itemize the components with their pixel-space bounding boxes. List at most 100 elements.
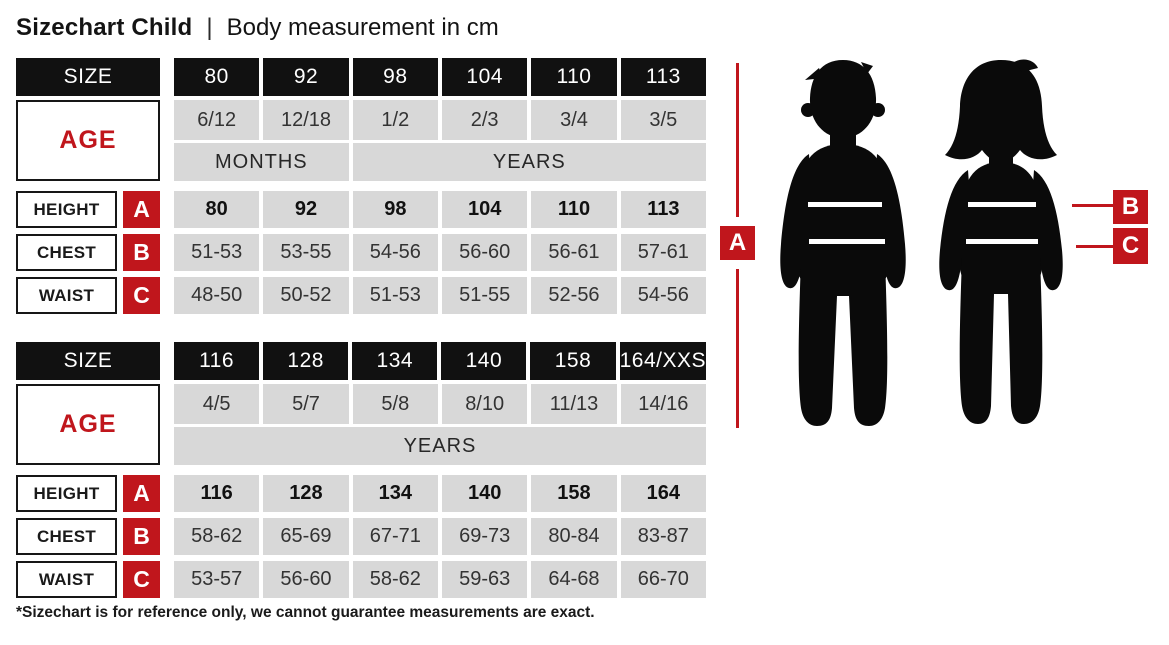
chest-row: CHEST B 58-62 65-69 67-71 69-73 80-84 83…	[16, 518, 706, 555]
size-cell: 92	[263, 58, 349, 96]
waist-cell: 59-63	[442, 561, 528, 598]
size-cell: 134	[352, 342, 438, 380]
size-cell: 164/XXS	[619, 342, 706, 380]
age-cell: 6/12	[174, 100, 260, 140]
height-cell: 164	[620, 475, 706, 512]
figure-marker-a: A	[720, 226, 755, 260]
waist-cell: 64-68	[531, 561, 617, 598]
age-section: AGE 4/5 5/7 5/8 8/10 11/13 14/16 YEARS	[16, 384, 706, 465]
age-cell: 2/3	[442, 100, 528, 140]
size-cell: 113	[620, 58, 706, 96]
waist-cell: 58-62	[352, 561, 438, 598]
title-main: Sizechart Child	[16, 14, 193, 41]
waist-cell: 53-57	[174, 561, 260, 598]
chest-cell: 54-56	[352, 234, 438, 271]
chest-cell: 83-87	[620, 518, 706, 555]
page-title: Sizechart Child | Body measurement in cm	[16, 14, 499, 42]
height-cell: 80	[174, 191, 260, 228]
marker-b-badge: B	[123, 234, 160, 271]
height-cell: 140	[442, 475, 528, 512]
title-separator: |	[206, 14, 213, 41]
waist-cell: 51-55	[442, 277, 528, 314]
height-row: HEIGHT A 80 92 98 104 110 113	[16, 191, 706, 228]
marker-a-badge: A	[123, 475, 160, 512]
age-section: AGE 6/12 12/18 1/2 2/3 3/4 3/5 MONTHS YE…	[16, 100, 706, 181]
disclaimer-text: *Sizechart is for reference only, we can…	[16, 604, 595, 621]
girl-silhouette	[939, 59, 1063, 424]
size-cell: 80	[174, 58, 260, 96]
height-row: HEIGHT A 116 128 134 140 158 164	[16, 475, 706, 512]
sizechart-table-large: SIZE 116 128 134 140 158 164/XXS AGE 4/5…	[16, 342, 706, 598]
waist-cell: 48-50	[174, 277, 260, 314]
height-cell: 158	[531, 475, 617, 512]
age-cell: 3/4	[531, 100, 617, 140]
height-cell: 128	[263, 475, 349, 512]
height-cell: 98	[352, 191, 438, 228]
marker-a-badge: A	[123, 191, 160, 228]
height-label: HEIGHT	[16, 191, 117, 228]
age-cell: 8/10	[442, 384, 528, 424]
size-cell: 140	[441, 342, 527, 380]
size-cell: 98	[352, 58, 438, 96]
chest-measure-line	[1072, 204, 1113, 207]
marker-c-badge: C	[123, 561, 160, 598]
age-label: AGE	[16, 100, 160, 181]
chest-row: CHEST B 51-53 53-55 54-56 56-60 56-61 57…	[16, 234, 706, 271]
chest-cell: 51-53	[174, 234, 260, 271]
chest-cell: 65-69	[263, 518, 349, 555]
chest-label: CHEST	[16, 234, 117, 271]
chest-cell: 58-62	[174, 518, 260, 555]
measurement-figure: A	[715, 54, 1165, 444]
chest-cell: 80-84	[531, 518, 617, 555]
size-cell: 116	[174, 342, 260, 380]
chest-cell: 69-73	[442, 518, 528, 555]
height-cell: 116	[174, 475, 260, 512]
size-cell: 158	[530, 342, 616, 380]
boy-silhouette	[780, 60, 906, 426]
waist-cell: 54-56	[620, 277, 706, 314]
chest-cell: 57-61	[620, 234, 706, 271]
years-unit-cell: YEARS	[352, 143, 706, 181]
chest-cell: 56-61	[531, 234, 617, 271]
sizechart-table-small: SIZE 80 92 98 104 110 113 AGE 6/12 12/18…	[16, 58, 706, 314]
figure-marker-b: B	[1113, 190, 1148, 224]
title-subtitle: Body measurement in cm	[226, 14, 499, 41]
waist-cell: 52-56	[531, 277, 617, 314]
age-cell: 1/2	[352, 100, 438, 140]
height-cell: 113	[620, 191, 706, 228]
months-unit-cell: MONTHS	[174, 143, 349, 181]
waist-cell: 51-53	[352, 277, 438, 314]
chest-cell: 67-71	[352, 518, 438, 555]
size-cell: 110	[531, 58, 617, 96]
age-cell: 4/5	[174, 384, 260, 424]
size-cell: 104	[442, 58, 528, 96]
years-unit-cell: YEARS	[174, 427, 706, 465]
age-label: AGE	[16, 384, 160, 465]
height-cell: 104	[442, 191, 528, 228]
age-cell: 3/5	[620, 100, 706, 140]
age-cell: 5/8	[352, 384, 438, 424]
age-cell: 5/7	[263, 384, 349, 424]
marker-c-badge: C	[123, 277, 160, 314]
age-cell: 11/13	[531, 384, 617, 424]
chest-cell: 53-55	[263, 234, 349, 271]
waist-measure-line	[1076, 245, 1113, 248]
waist-label: WAIST	[16, 277, 117, 314]
chest-label: CHEST	[16, 518, 117, 555]
marker-b-badge: B	[123, 518, 160, 555]
waist-cell: 56-60	[263, 561, 349, 598]
size-header-row: SIZE 116 128 134 140 158 164/XXS	[16, 342, 706, 380]
height-cell: 92	[263, 191, 349, 228]
chest-cell: 56-60	[442, 234, 528, 271]
height-cell: 134	[352, 475, 438, 512]
waist-cell: 50-52	[263, 277, 349, 314]
size-header-row: SIZE 80 92 98 104 110 113	[16, 58, 706, 96]
height-cell: 110	[531, 191, 617, 228]
waist-row: WAIST C 48-50 50-52 51-53 51-55 52-56 54…	[16, 277, 706, 314]
figure-marker-c: C	[1113, 228, 1148, 264]
size-header-label: SIZE	[16, 342, 160, 380]
waist-cell: 66-70	[620, 561, 706, 598]
age-cell: 12/18	[263, 100, 349, 140]
age-cell: 14/16	[620, 384, 706, 424]
